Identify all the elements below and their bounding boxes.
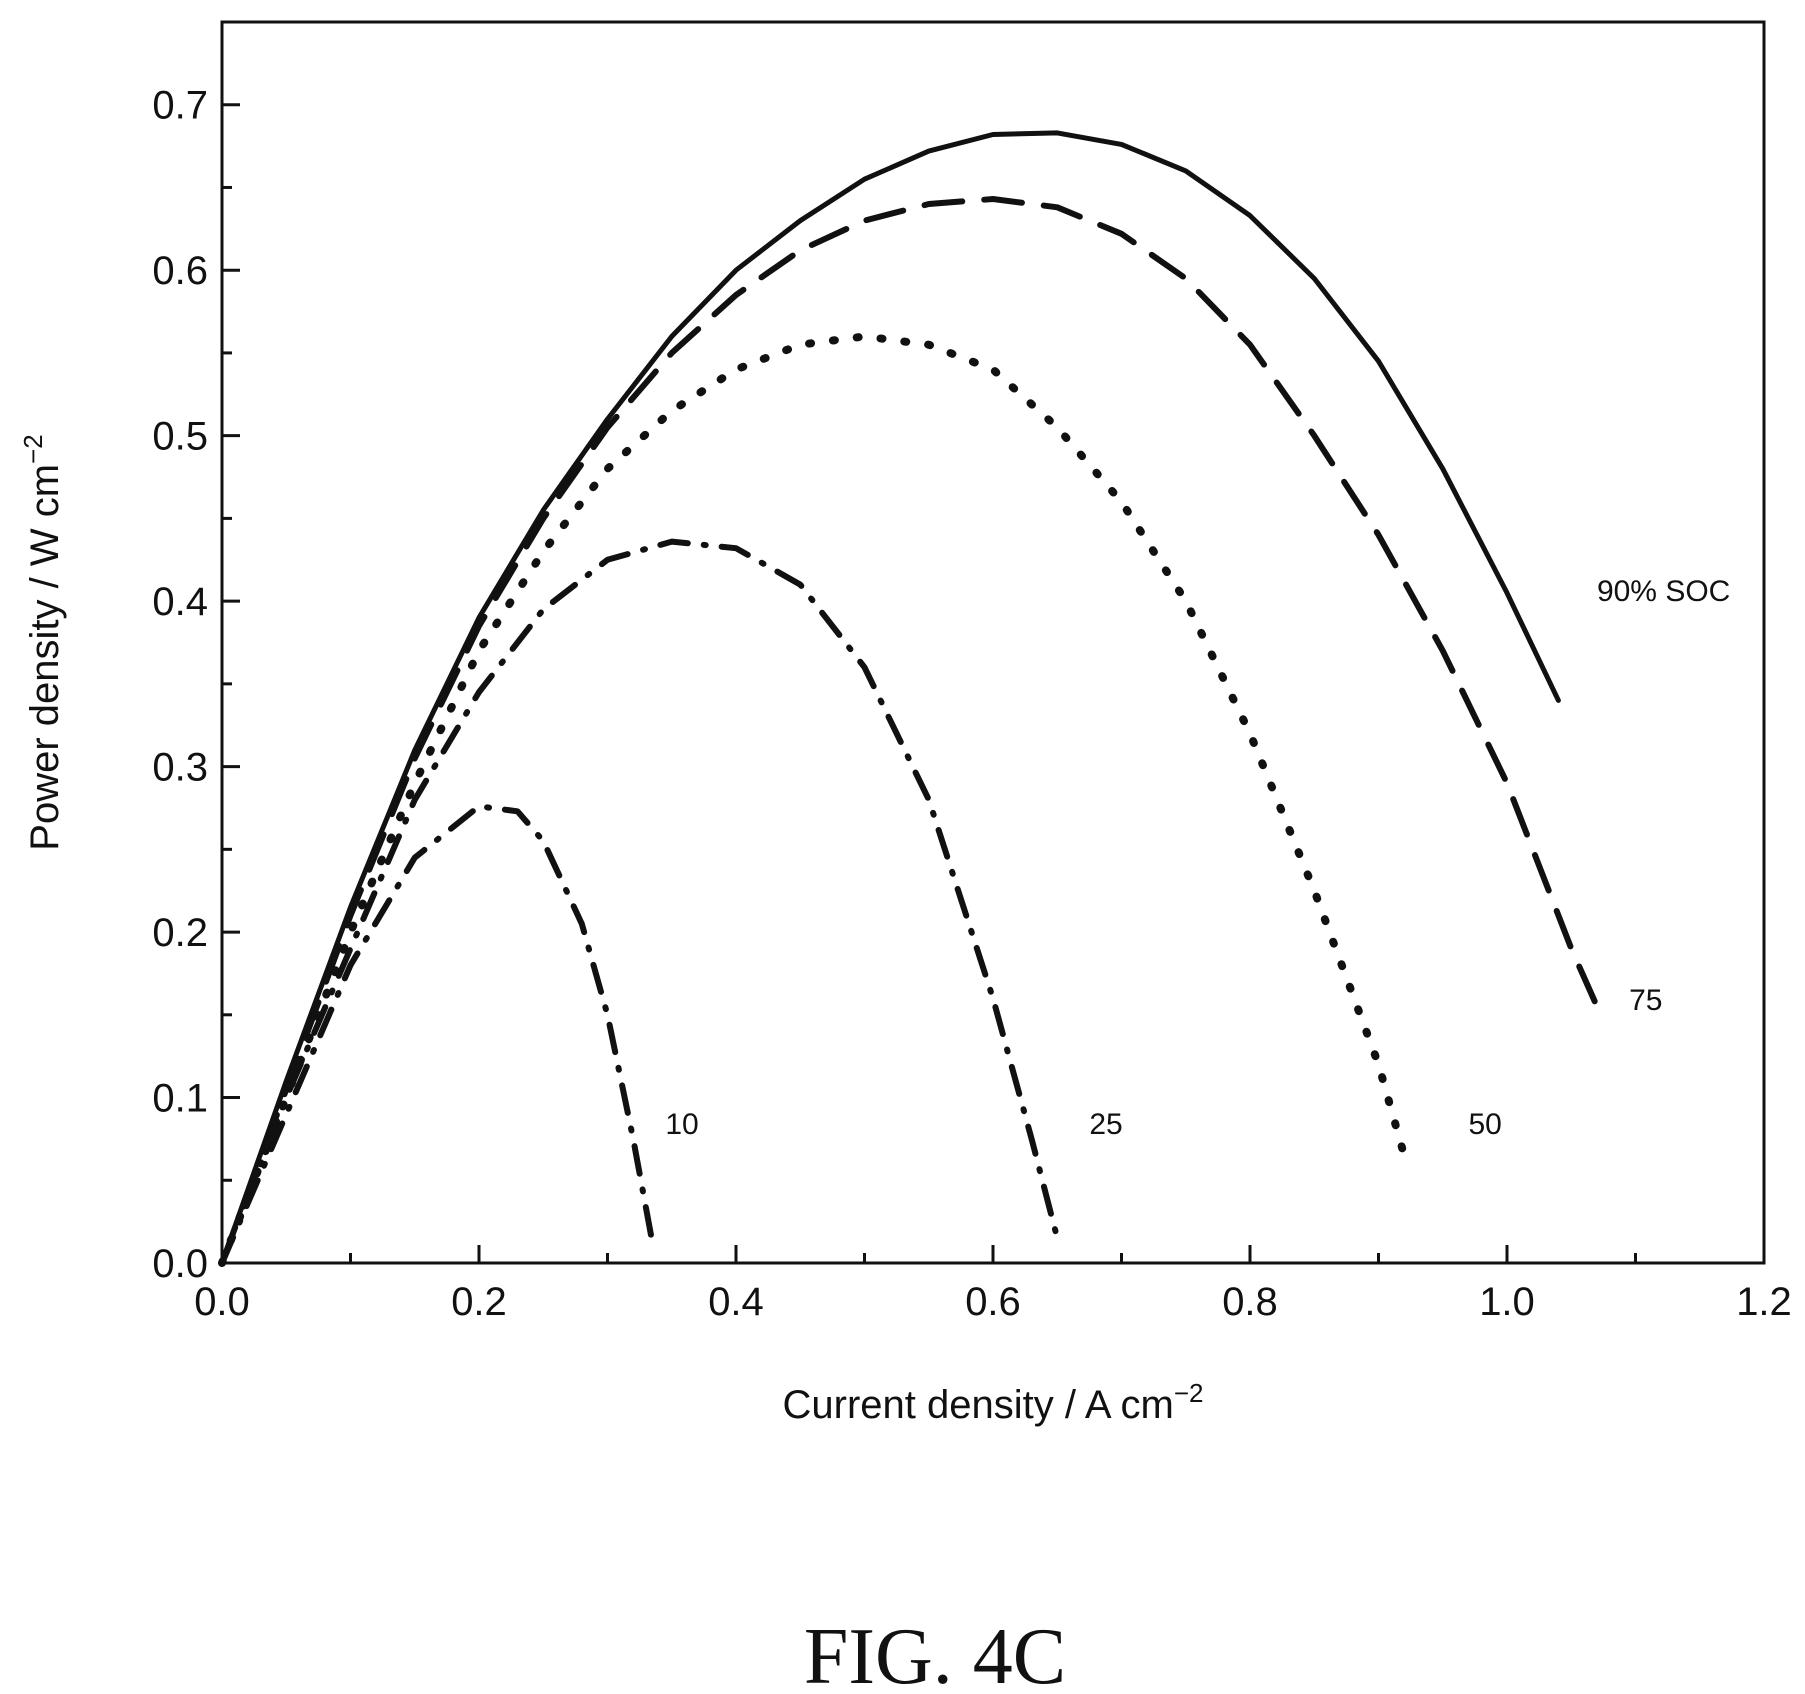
series-label-50: 50 <box>1468 1108 1501 1141</box>
series-line-75 <box>219 196 1600 1266</box>
y-tick-label: 0.6 <box>152 249 208 293</box>
x-tick-label: 0.8 <box>1222 1280 1278 1324</box>
y-tick-label: 0.5 <box>152 415 208 459</box>
x-tick-label: 0.2 <box>451 1280 507 1324</box>
series-label-75: 75 <box>1629 984 1662 1017</box>
x-axis-title-text: Current density / A cm <box>783 1383 1174 1427</box>
series-line-10 <box>219 803 656 1266</box>
y-axis-title-text: Power density / W cm <box>23 464 67 851</box>
series-labels: 90% SOC 75 50 25 10 <box>665 575 1730 1141</box>
y-tick-label: 0.1 <box>152 1077 208 1121</box>
series-line-90-soc <box>219 130 1561 1266</box>
series-label-25: 25 <box>1089 1108 1122 1141</box>
axis-tick-labels: 0.0 0.2 0.4 0.6 0.8 1.0 1.2 0.0 0.1 0.2 0.3 0.4 0.5 0… <box>152 84 1791 1324</box>
figure-caption: FIG. 4C <box>804 1613 1066 1694</box>
x-axis-title: Current density / A cm−2 <box>783 1378 1204 1427</box>
series-line-50 <box>218 332 1409 1267</box>
x-axis-title-superscript: −2 <box>1174 1378 1204 1408</box>
y-axis-title: Power density / W cm−2 <box>18 434 67 850</box>
x-tick-label: 0.0 <box>194 1280 250 1324</box>
series-label-10: 10 <box>665 1108 698 1141</box>
y-tick-label: 0.2 <box>152 911 208 955</box>
x-tick-label: 1.0 <box>1479 1280 1535 1324</box>
x-tick-label: 0.4 <box>708 1280 764 1324</box>
axis-ticks <box>220 103 1766 1265</box>
chart-series <box>218 130 1600 1267</box>
series-label-90-soc: 90% SOC <box>1597 575 1730 608</box>
y-tick-label: 0.0 <box>152 1242 208 1286</box>
y-tick-label: 0.4 <box>152 580 208 624</box>
y-axis-title-superscript: −2 <box>18 434 48 464</box>
series-line-25 <box>219 538 1061 1266</box>
y-tick-label: 0.7 <box>152 84 208 128</box>
x-tick-label: 0.6 <box>965 1280 1021 1324</box>
x-tick-label: 1.2 <box>1736 1280 1792 1324</box>
y-tick-label: 0.3 <box>152 746 208 790</box>
